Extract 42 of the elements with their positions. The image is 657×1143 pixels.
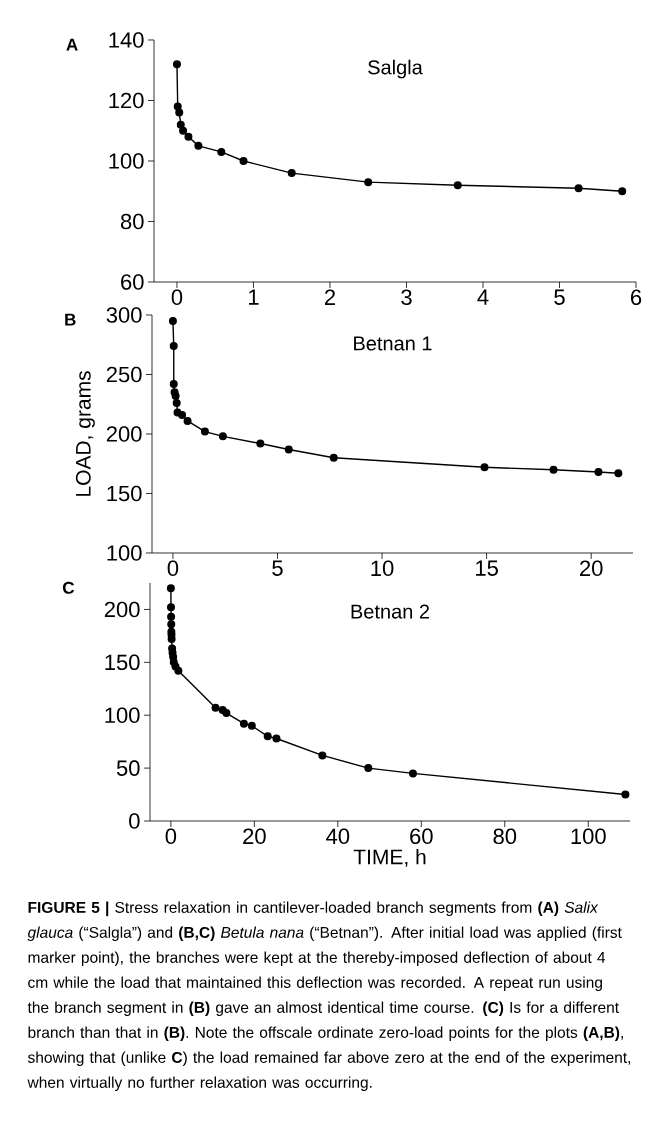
x-tick-label: 4 bbox=[477, 289, 489, 305]
text: A bbox=[66, 38, 78, 51]
text: B bbox=[65, 313, 76, 326]
y-tick-label: 60 bbox=[121, 274, 144, 290]
y-tick-label: 140 bbox=[109, 32, 144, 48]
x-tick-label: 0 bbox=[167, 560, 179, 577]
x-tick-label: 20 bbox=[580, 560, 603, 577]
text: Betnan 1 bbox=[354, 336, 432, 351]
x-tick-label: 1 bbox=[249, 289, 259, 305]
y-tick-label: 150 bbox=[105, 654, 140, 671]
y-tick-label: 150 bbox=[107, 485, 142, 502]
y-tick-label: 250 bbox=[106, 366, 142, 383]
text: FIGURE 5 | Stress relaxation in cantilever-loaded branch segments from (A) Salix glauca (“Salgla”) and (B,C) Betula nana (“Betnan”). After initial load was applied (first marker point), the branches were kept at the thereby-imposed deflection of about 4 cm while the load that maintained this deflection was recorded. A repeat run using the branch segment in (B) gave an almost identical time course. (C) Is for a different branch than that in (B). Note the offscale ordinate zero-load points for the plots (A,B), showing that (unlike C) the load remained far above zero at the end of the experiment, when virtually no further relaxation was occurring. bbox=[27, 901, 631, 1091]
y-tick-label: 0 bbox=[129, 813, 140, 829]
y-tick-label: 200 bbox=[106, 426, 142, 442]
y-tick-label: 100 bbox=[109, 153, 144, 169]
text: Salgla bbox=[368, 59, 423, 79]
y-tick-label: 80 bbox=[120, 213, 144, 230]
x-tick-label: 0 bbox=[165, 828, 177, 845]
x-tick-label: 5 bbox=[554, 289, 565, 305]
x-tick-label: 40 bbox=[326, 828, 350, 845]
y-tick-label: 200 bbox=[104, 601, 140, 618]
x-tick-label: 6 bbox=[631, 289, 642, 306]
x-tick-label: 0 bbox=[171, 289, 183, 306]
x-tick-label: 2 bbox=[324, 289, 335, 305]
text: C bbox=[62, 581, 75, 594]
x-axis-title: TIME, h bbox=[353, 848, 426, 867]
x-tick-label: 10 bbox=[371, 560, 394, 577]
y-axis-title: LOAD, grams bbox=[75, 371, 95, 496]
x-tick-label: 80 bbox=[493, 828, 517, 845]
y-tick-label: 50 bbox=[116, 760, 140, 776]
y-tick-label: 120 bbox=[109, 92, 144, 109]
x-tick-label: 100 bbox=[571, 828, 606, 845]
x-tick-label: 15 bbox=[476, 560, 498, 576]
x-tick-label: 5 bbox=[272, 560, 283, 576]
y-tick-label: 300 bbox=[106, 307, 142, 323]
y-tick-label: 100 bbox=[107, 545, 142, 561]
x-tick-label: 3 bbox=[401, 289, 412, 306]
text: Betnan 2 bbox=[351, 604, 429, 619]
x-tick-label: 20 bbox=[243, 828, 266, 845]
x-tick-label: 60 bbox=[410, 828, 433, 845]
y-tick-label: 100 bbox=[105, 707, 140, 724]
